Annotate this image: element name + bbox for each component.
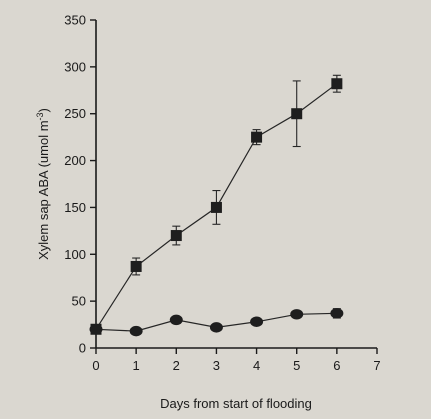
y-axis-label: Xylem sap ABA (umol m-3) — [35, 108, 51, 260]
series-square — [90, 74, 343, 335]
y-tick-label: 100 — [64, 247, 86, 262]
x-axis-label: Days from start of flooding — [160, 396, 312, 411]
x-tick-label: 5 — [293, 358, 300, 373]
y-tick-label: 0 — [79, 341, 86, 356]
x-tick-label: 2 — [173, 358, 180, 373]
x-tick-label: 6 — [333, 358, 340, 373]
x-ticks: 0 1 2 3 4 5 6 7 — [92, 348, 381, 373]
y-tick-label: 250 — [64, 106, 86, 121]
y-tick-label: 200 — [64, 153, 86, 168]
data-point-circle — [129, 325, 143, 337]
data-point-square — [331, 78, 343, 90]
x-tick-label: 0 — [92, 358, 99, 373]
series-layer — [89, 74, 344, 337]
series-circle — [89, 308, 344, 337]
data-point-circle — [250, 316, 264, 327]
data-point-circle — [169, 314, 183, 326]
data-point-circle — [209, 322, 223, 333]
y-ticks: 0 50 100 150 200 250 300 350 — [64, 13, 96, 356]
x-tick-label: 7 — [373, 358, 380, 373]
y-axis-label-close: ) — [36, 108, 51, 112]
data-point-circle — [89, 324, 103, 335]
y-tick-label: 300 — [64, 59, 86, 74]
x-tick-label: 1 — [133, 358, 140, 373]
x-tick-label: 3 — [213, 358, 220, 373]
data-point-square — [251, 131, 263, 143]
x-tick-label: 4 — [253, 358, 260, 373]
y-axis-label-exponent: -3 — [35, 112, 45, 120]
y-tick-label: 150 — [64, 200, 86, 215]
data-point-circle — [290, 309, 304, 320]
data-point-square — [170, 230, 182, 242]
data-point-square — [130, 260, 142, 272]
data-point-circle — [330, 308, 344, 319]
y-tick-label: 50 — [72, 294, 86, 309]
data-point-square — [291, 108, 303, 120]
axes — [95, 20, 377, 349]
y-axis-label-main: Xylem sap ABA (umol m — [36, 120, 51, 259]
data-point-square — [210, 201, 222, 213]
y-tick-label: 350 — [64, 13, 86, 28]
